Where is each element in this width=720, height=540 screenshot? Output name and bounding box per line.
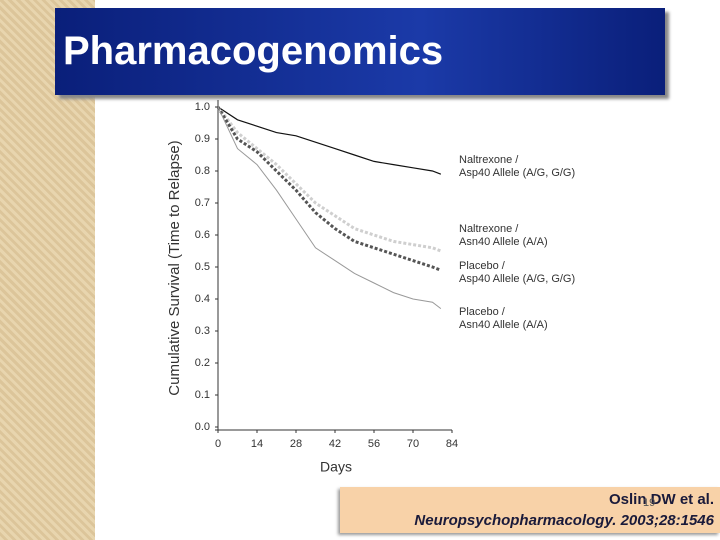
y-tick-label: 1.0 bbox=[195, 101, 210, 113]
y-tick-label: 0.7 bbox=[195, 197, 210, 209]
x-tick-label: 84 bbox=[446, 438, 458, 450]
y-tick-label: 0.8 bbox=[195, 165, 210, 177]
page-number: 19 bbox=[643, 497, 656, 509]
x-tick-label: 28 bbox=[290, 438, 302, 450]
legend-entry: Placebo / Asp40 Allele (A/G, G/G) bbox=[459, 260, 576, 285]
y-tick-label: 0.5 bbox=[195, 261, 210, 273]
y-tick-label: 0.1 bbox=[195, 389, 210, 401]
y-tick-label: 0.6 bbox=[195, 229, 210, 241]
survival-line bbox=[216, 106, 442, 253]
y-tick-label: 0.0 bbox=[195, 421, 210, 433]
citation-line: Neuropsychopharmacology. 2003;28:1546 bbox=[414, 512, 714, 529]
x-axis-label: Days bbox=[320, 459, 352, 475]
survival-line bbox=[217, 106, 442, 309]
y-axis-label: Cumulative Survival (Time to Relapse) bbox=[166, 140, 183, 395]
survival-line bbox=[216, 106, 442, 272]
slide-title: Pharmacogenomics bbox=[55, 8, 665, 95]
citation-line: Oslin DW et al. bbox=[608, 491, 714, 508]
x-tick-label: 42 bbox=[329, 438, 341, 450]
citation: Oslin DW et al. Neuropsychopharmacology.… bbox=[340, 487, 720, 533]
x-tick-label: 56 bbox=[368, 438, 380, 450]
survival-line bbox=[217, 106, 442, 175]
x-tick-label: 70 bbox=[407, 438, 419, 450]
x-tick-label: 0 bbox=[215, 438, 221, 450]
y-tick-label: 0.4 bbox=[195, 293, 210, 305]
legend-entry: Naltrexone / Asn40 Allele (A/A) bbox=[459, 223, 548, 248]
legend-entry: Naltrexone / Asp40 Allele (A/G, G/G) bbox=[459, 154, 576, 179]
y-tick-label: 0.2 bbox=[195, 357, 210, 369]
y-tick-label: 0.3 bbox=[195, 325, 210, 337]
x-tick-label: 14 bbox=[251, 438, 263, 450]
y-tick-label: 0.9 bbox=[195, 133, 210, 145]
legend-entry: Placebo / Asn40 Allele (A/A) bbox=[459, 306, 548, 331]
